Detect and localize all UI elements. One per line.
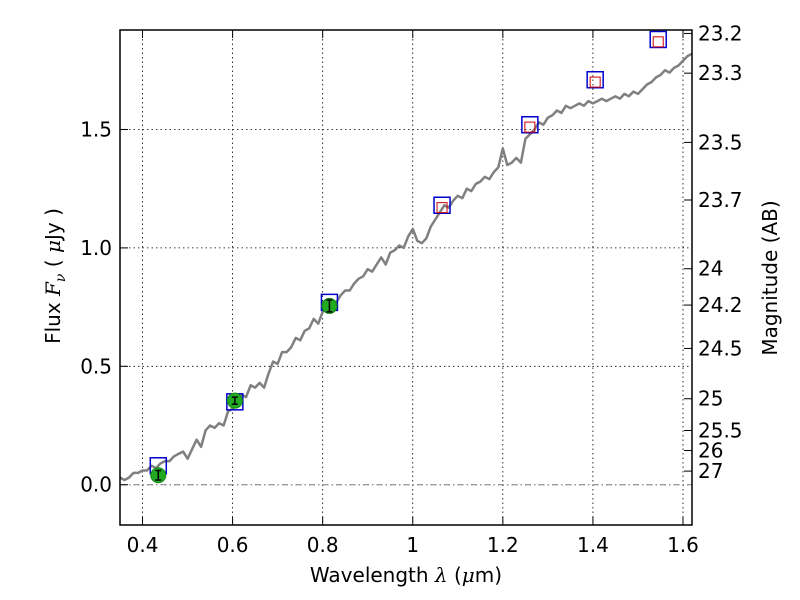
y2-tick-label: 23.3 bbox=[698, 61, 743, 85]
y2-tick-label: 24.5 bbox=[698, 336, 743, 360]
x-tick-label: 0.4 bbox=[127, 533, 159, 557]
blue-square-point bbox=[521, 115, 539, 134]
grid-lines bbox=[120, 30, 692, 525]
red-square-point bbox=[436, 202, 448, 214]
axis-ticks: 0.4 0.6 0.8 1 1.2 1.4 1.6 0.0 0.5 1.0 1.5 23.2 23.3 2… bbox=[80, 21, 742, 557]
y2-tick-label: 23.5 bbox=[698, 130, 743, 154]
spectrum-series bbox=[119, 52, 693, 482]
marker-series bbox=[149, 30, 667, 484]
x-tick-label: 1.4 bbox=[577, 533, 609, 557]
y-tick-label: 1.0 bbox=[80, 236, 112, 260]
y2-tick-label: 24 bbox=[698, 257, 723, 281]
plot-frame bbox=[119, 29, 693, 526]
red-square-point bbox=[524, 121, 536, 133]
y-tick-label: 0.5 bbox=[80, 354, 112, 378]
x-tick-label: 1.6 bbox=[667, 533, 699, 557]
y-axis-label: Flux Fν ( μJy ) bbox=[41, 208, 69, 344]
y-tick-label: 1.5 bbox=[80, 117, 112, 141]
x-tick-label: 0.8 bbox=[307, 533, 339, 557]
x-tick-label: 1 bbox=[406, 533, 419, 557]
y-tick-label: 0.0 bbox=[80, 473, 112, 497]
y2-tick-label: 25.5 bbox=[698, 418, 743, 442]
x-tick-label: 1.2 bbox=[487, 533, 519, 557]
red-square-point bbox=[652, 36, 664, 48]
x-axis-label: Wavelength λ (μm) bbox=[310, 563, 502, 587]
y2-axis-label: Magnitude (AB) bbox=[758, 200, 782, 355]
blue-square-point bbox=[586, 70, 604, 89]
spectrum-line bbox=[119, 52, 693, 482]
y2-tick-label: 25 bbox=[698, 387, 723, 411]
y2-tick-label: 23.7 bbox=[698, 188, 743, 212]
y2-tick-label: 26 bbox=[698, 439, 723, 463]
y2-tick-label: 24.2 bbox=[698, 293, 743, 317]
blue-square-point bbox=[649, 30, 667, 49]
blue-square-point bbox=[433, 196, 451, 215]
x-tick-label: 0.6 bbox=[217, 533, 249, 557]
y2-tick-label: 27 bbox=[698, 459, 723, 483]
y2-tick-label: 23.2 bbox=[698, 21, 743, 45]
red-square-point bbox=[589, 76, 601, 88]
